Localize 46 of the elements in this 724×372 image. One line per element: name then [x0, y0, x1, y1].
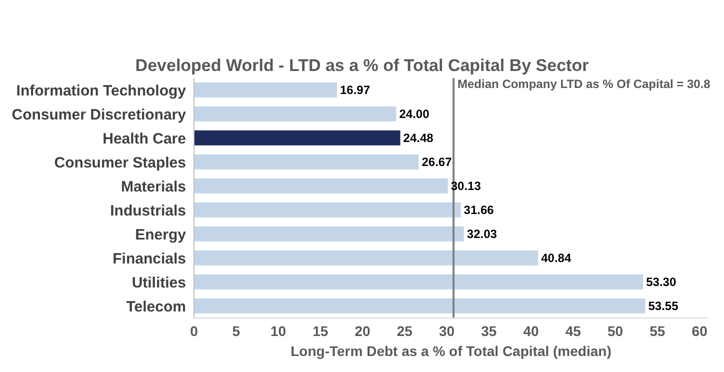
y-tick-label: Consumer Discretionary — [12, 106, 187, 124]
chart-title: Developed World - LTD as a % of Total Capital By Sector — [134, 56, 590, 76]
data-label: 24.00 — [399, 106, 430, 121]
x-tick-label: 45 — [565, 322, 582, 339]
y-tick-label: Financials — [112, 250, 186, 268]
bar — [194, 250, 538, 266]
x-axis-title: Long-Term Debt as a % of Total Capital (median) — [290, 343, 612, 359]
y-tick-label: Energy — [135, 226, 187, 244]
bar — [194, 154, 419, 170]
y-tick-label: Industrials — [110, 202, 186, 220]
bar — [194, 202, 461, 218]
bar — [194, 298, 646, 314]
x-tick-label: 15 — [312, 322, 328, 339]
x-tick-label: 35 — [481, 322, 497, 339]
bar — [194, 274, 644, 290]
data-label: 40.84 — [541, 250, 572, 265]
x-tick-label: 0 — [190, 322, 198, 339]
data-label: 24.48 — [403, 130, 434, 145]
bar — [194, 82, 337, 98]
y-tick-label: Consumer Staples — [54, 154, 186, 172]
data-label: 53.55 — [648, 298, 679, 313]
x-tick-label: 55 — [650, 322, 666, 339]
x-tick-label: 50 — [608, 322, 624, 339]
y-tick-label: Information Technology — [16, 82, 187, 100]
x-tick-label: 5 — [232, 322, 240, 339]
y-tick-label: Utilities — [132, 274, 186, 292]
data-label: 16.97 — [340, 82, 370, 97]
data-label: 53.30 — [646, 274, 676, 289]
data-label: 30.13 — [450, 178, 482, 193]
data-label: 32.03 — [466, 226, 498, 241]
x-tick-label: 60 — [692, 322, 708, 339]
x-tick-label: 30 — [439, 322, 455, 339]
x-tick-label: 20 — [354, 322, 371, 339]
y-tick-label: Health Care — [102, 130, 186, 148]
bar — [194, 178, 448, 194]
y-tick-label: Telecom — [126, 298, 186, 316]
data-label: 31.66 — [464, 202, 494, 217]
bar — [194, 130, 400, 146]
y-tick-label: Materials — [120, 178, 186, 196]
x-tick-label: 10 — [270, 322, 286, 339]
x-tick-label: 25 — [396, 322, 413, 339]
bar — [194, 226, 464, 242]
data-label: 26.67 — [422, 154, 452, 169]
ref-line-label: Median Company LTD as % Of Capital = 30.8 — [458, 77, 711, 91]
x-tick-label: 40 — [523, 322, 540, 339]
bar — [194, 106, 396, 122]
